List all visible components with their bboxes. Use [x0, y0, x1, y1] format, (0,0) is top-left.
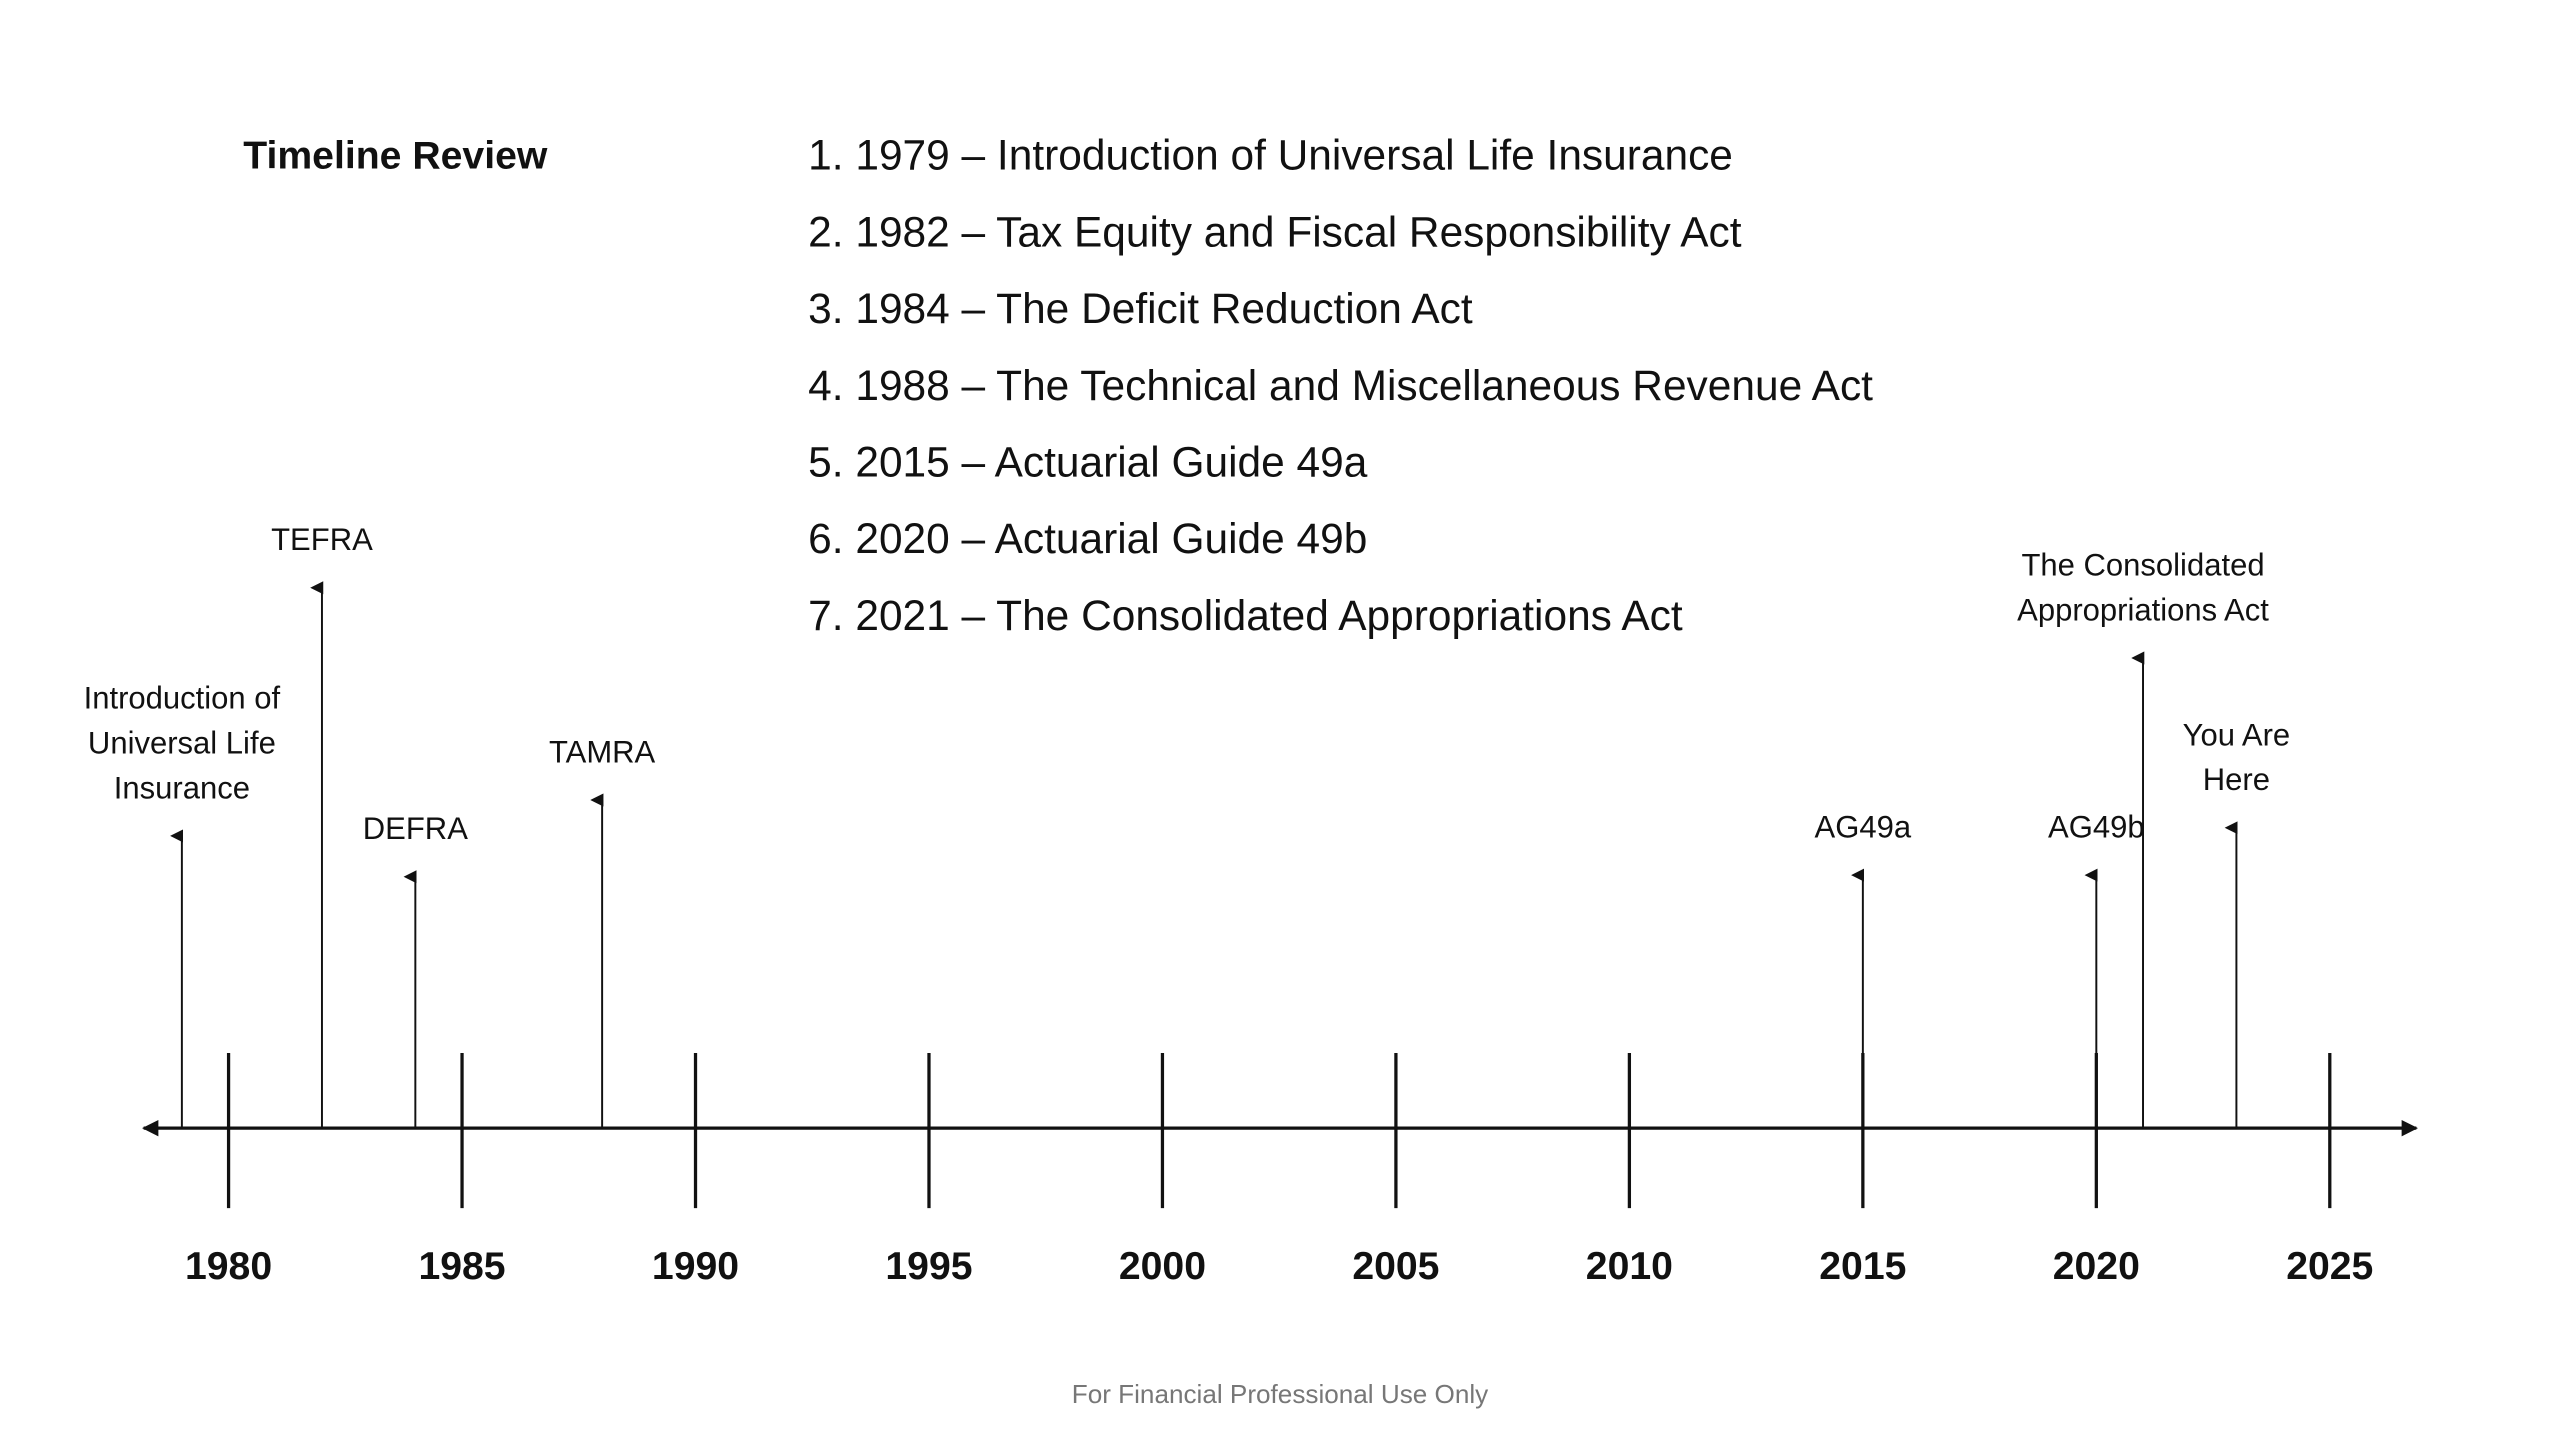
- event-label: Appropriations Act: [2017, 592, 2269, 627]
- list-item: 4. 1988 – The Technical and Miscellaneou…: [808, 362, 1873, 409]
- tick-label: 2000: [1119, 1245, 1206, 1288]
- event-label: DEFRA: [363, 811, 468, 846]
- event-label: The Consolidated: [2021, 548, 2264, 583]
- list-item: 7. 2021 – The Consolidated Appropriation…: [808, 592, 1683, 639]
- event-label: TEFRA: [271, 522, 373, 557]
- tick-label: 1980: [185, 1245, 272, 1288]
- event-label: You Are: [2183, 717, 2291, 752]
- tick-label: 2005: [1352, 1245, 1439, 1288]
- list-item: 2. 1982 – Tax Equity and Fiscal Responsi…: [808, 208, 1742, 255]
- event-label: AG49b: [2048, 810, 2145, 845]
- tick-label: 2015: [1819, 1245, 1906, 1288]
- tick-label: 2010: [1586, 1245, 1673, 1288]
- event-label: AG49a: [1815, 810, 1912, 845]
- footer: For Financial Professional Use Only: [1072, 1379, 1488, 1409]
- list-item: 3. 1984 – The Deficit Reduction Act: [808, 285, 1473, 332]
- list-item: 6. 2020 – Actuarial Guide 49b: [808, 515, 1367, 562]
- tick-label: 2020: [2053, 1245, 2140, 1288]
- tick-label: 1985: [418, 1245, 505, 1288]
- list-item: 1. 1979 – Introduction of Universal Life…: [808, 132, 1733, 179]
- event-label: TAMRA: [549, 734, 656, 769]
- tick-label: 1990: [652, 1245, 739, 1288]
- list-item: 5. 2015 – Actuarial Guide 49a: [808, 439, 1368, 486]
- event-label: Here: [2203, 762, 2270, 797]
- event-label: Insurance: [114, 770, 250, 805]
- tick-label: 1995: [885, 1245, 972, 1288]
- tick-label: 2025: [2286, 1245, 2373, 1288]
- title: Timeline Review: [243, 135, 548, 178]
- event-label: Introduction of: [84, 681, 281, 716]
- event-label: Universal Life: [88, 725, 276, 760]
